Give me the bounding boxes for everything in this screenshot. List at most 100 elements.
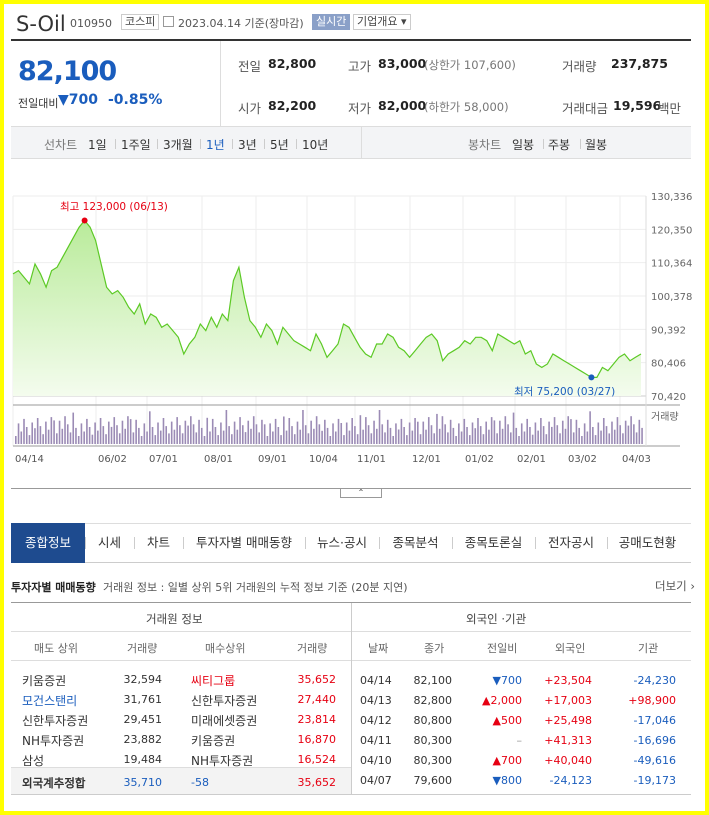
x-tick-label: 09/01	[258, 454, 287, 465]
volume-bar	[337, 418, 340, 444]
volume-bar	[572, 432, 575, 444]
volume-bar	[570, 419, 572, 444]
table-header: 외국인	[555, 642, 586, 655]
volume-bar	[419, 434, 422, 444]
volume-bar	[310, 420, 312, 444]
x-tick-label: 06/02	[98, 454, 127, 465]
candle-option[interactable]: 일봉	[512, 138, 535, 152]
prev-label: 전일	[238, 59, 262, 74]
volume-bar	[578, 427, 580, 444]
x-tick-label: 08/01	[204, 454, 233, 465]
volume-bar	[132, 432, 135, 444]
volume-bar	[105, 434, 107, 444]
volume-bar	[239, 417, 241, 444]
more-link[interactable]: 더보기 ›	[655, 578, 695, 594]
volume-bar	[293, 434, 296, 444]
sell-volume: 31,761	[123, 693, 163, 706]
volume-bar	[110, 426, 113, 444]
tab-2[interactable]: 시세	[97, 535, 121, 550]
realtime-button[interactable]: 실시간	[312, 14, 351, 30]
volume-bar	[581, 436, 583, 444]
row-date: 04/14	[360, 674, 392, 687]
company-overview-button[interactable]: 기업개요 ▾	[353, 14, 411, 30]
change-amount: 700	[68, 92, 99, 108]
row-change: ▼700	[492, 674, 522, 687]
volume-bar	[97, 430, 99, 444]
volume-bar	[321, 430, 323, 444]
period-option[interactable]: 3년	[238, 138, 257, 152]
candle-chart-label: 봉차트	[468, 138, 502, 152]
foreign-row-bg	[11, 767, 351, 794]
period-option[interactable]: 5년	[270, 138, 289, 152]
tab-7[interactable]: 종목토론실	[464, 535, 523, 550]
divider	[305, 537, 306, 549]
volume-bar	[315, 416, 318, 444]
candle-option[interactable]: 주봉	[548, 138, 571, 152]
row-foreign: +25,498	[544, 714, 592, 727]
period-option[interactable]: 1주일	[121, 138, 151, 152]
volume-bar	[334, 431, 337, 444]
volume-bar	[559, 433, 561, 444]
min-marker	[588, 374, 595, 381]
volume-bar	[146, 431, 148, 444]
volume-bar	[159, 430, 162, 444]
row-close: 80,300	[413, 754, 453, 767]
volume-bar	[474, 428, 477, 444]
tab-6[interactable]: 종목분석	[392, 535, 439, 550]
period-option[interactable]: 10년	[302, 138, 329, 152]
volume-bar	[192, 424, 195, 444]
volume-bar	[247, 420, 250, 444]
volume-bar	[490, 417, 493, 444]
tab-9[interactable]: 공매도현황	[618, 535, 677, 550]
max-label: 최고 123,000 (06/13)	[60, 201, 168, 213]
volume-bar	[203, 436, 206, 444]
period-option[interactable]: 1년	[206, 138, 225, 152]
amount-unit: 백만	[658, 101, 682, 116]
volume-bar	[602, 418, 605, 444]
volume-bar	[283, 416, 285, 444]
volume-bar	[370, 433, 373, 444]
volume-bar	[548, 421, 550, 444]
volume-bar	[269, 423, 271, 444]
open-label: 시가	[238, 101, 262, 116]
period-option[interactable]: 1일	[88, 138, 107, 152]
volume-bar	[589, 411, 591, 444]
volume-bar	[515, 427, 518, 444]
period-option[interactable]: 3개월	[163, 138, 193, 152]
tab-4[interactable]: 투자자별 매매동향	[196, 535, 292, 550]
volume-bar	[512, 412, 515, 444]
company-name: S-Oil	[16, 12, 66, 36]
divider	[232, 139, 233, 149]
volume-bar	[296, 421, 299, 444]
volume-bar	[222, 430, 225, 444]
volume-bar	[99, 418, 102, 444]
buyer-name: NH투자증권	[191, 754, 254, 768]
volume-bar	[25, 427, 28, 444]
collapse-chart-button[interactable]: ⌃	[340, 488, 382, 498]
tab-3[interactable]: 차트	[146, 535, 170, 550]
volume-bar	[373, 420, 375, 444]
volume-bar	[66, 424, 69, 444]
tab-5[interactable]: 뉴스·공시	[317, 535, 367, 550]
volume-bar	[408, 422, 411, 444]
chevron-right-icon: ›	[690, 579, 696, 593]
volume-bar	[225, 410, 228, 444]
volume-bar	[343, 435, 345, 444]
tab-1[interactable]: 종합정보	[11, 523, 85, 563]
volume-bar	[198, 419, 200, 444]
volume-bar	[88, 427, 91, 444]
row-close: 82,100	[413, 674, 453, 687]
divider	[134, 537, 135, 549]
candle-option[interactable]: 월봉	[585, 138, 608, 152]
table-header: 기관	[638, 642, 659, 655]
tab-8[interactable]: 전자공시	[547, 535, 594, 550]
volume-bar	[436, 413, 438, 444]
row-change: ▲500	[492, 714, 522, 727]
volume-bar	[395, 423, 397, 444]
y-tick-label: 70,420	[651, 392, 686, 403]
volume-bar	[58, 420, 61, 444]
period-bar	[11, 127, 691, 159]
volume-bar	[241, 425, 244, 444]
volume-bar	[422, 421, 425, 444]
divider	[157, 139, 158, 149]
